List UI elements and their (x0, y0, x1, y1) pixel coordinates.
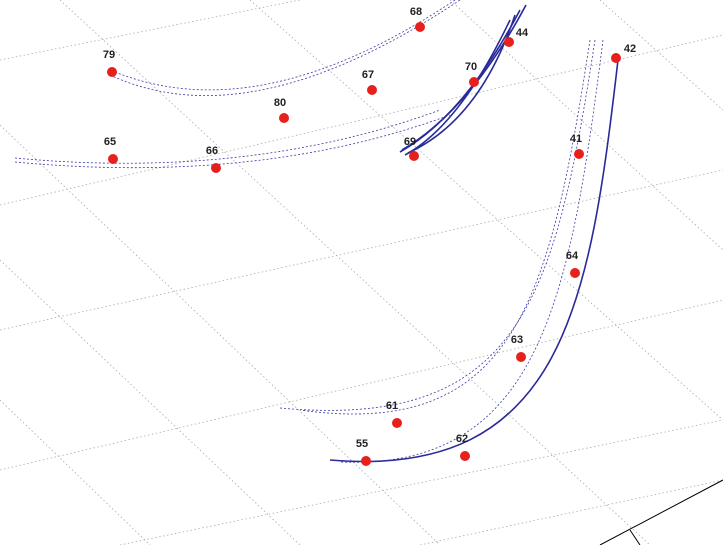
point-marker (504, 37, 514, 47)
trajectory (339, 39, 604, 463)
point-label: 41 (570, 133, 582, 145)
trajectory (299, 39, 591, 415)
trajectory (407, 14, 516, 154)
point-marker (415, 22, 425, 32)
trajectory (404, 19, 511, 156)
point-marker (570, 268, 580, 278)
point-marker (279, 113, 289, 123)
point-marker (460, 451, 470, 461)
point-label: 44 (516, 27, 529, 39)
point-marker (469, 77, 479, 87)
trajectories (14, 0, 619, 463)
point-marker (516, 352, 526, 362)
point-marker (108, 154, 118, 164)
point-label: 65 (104, 136, 116, 148)
point-marker (409, 151, 419, 161)
point-label: 68 (410, 6, 422, 18)
trajectory (401, 4, 527, 151)
point-marker (211, 163, 221, 173)
axis-line (599, 479, 723, 545)
axis-corner (599, 479, 723, 545)
trajectory (14, 114, 451, 169)
point-label: 62 (456, 433, 468, 445)
point-marker (107, 67, 117, 77)
point-label: 69 (404, 136, 416, 148)
point-marker (361, 456, 371, 466)
point-marker (611, 53, 621, 63)
point-label: 79 (103, 49, 115, 61)
point-label: 61 (386, 400, 398, 412)
point-marker (392, 418, 402, 428)
trajectory (14, 109, 441, 164)
point-label: 80 (274, 97, 286, 109)
trajectory (109, 0, 461, 96)
point-label: 42 (624, 43, 636, 55)
point-label: 64 (566, 250, 579, 262)
point-label: 67 (362, 69, 374, 81)
trajectory (329, 59, 619, 463)
point-label: 70 (465, 61, 477, 73)
point-marker (574, 149, 584, 159)
point-marker (367, 85, 377, 95)
point-label: 66 (206, 145, 218, 157)
trajectory (114, 0, 456, 91)
point-label: 63 (511, 334, 523, 346)
points: 68 79 44 42 70 67 80 41 69 65 66 64 63 61 62 55 (103, 6, 636, 466)
point-label: 55 (356, 438, 368, 450)
trajectory (279, 39, 596, 411)
